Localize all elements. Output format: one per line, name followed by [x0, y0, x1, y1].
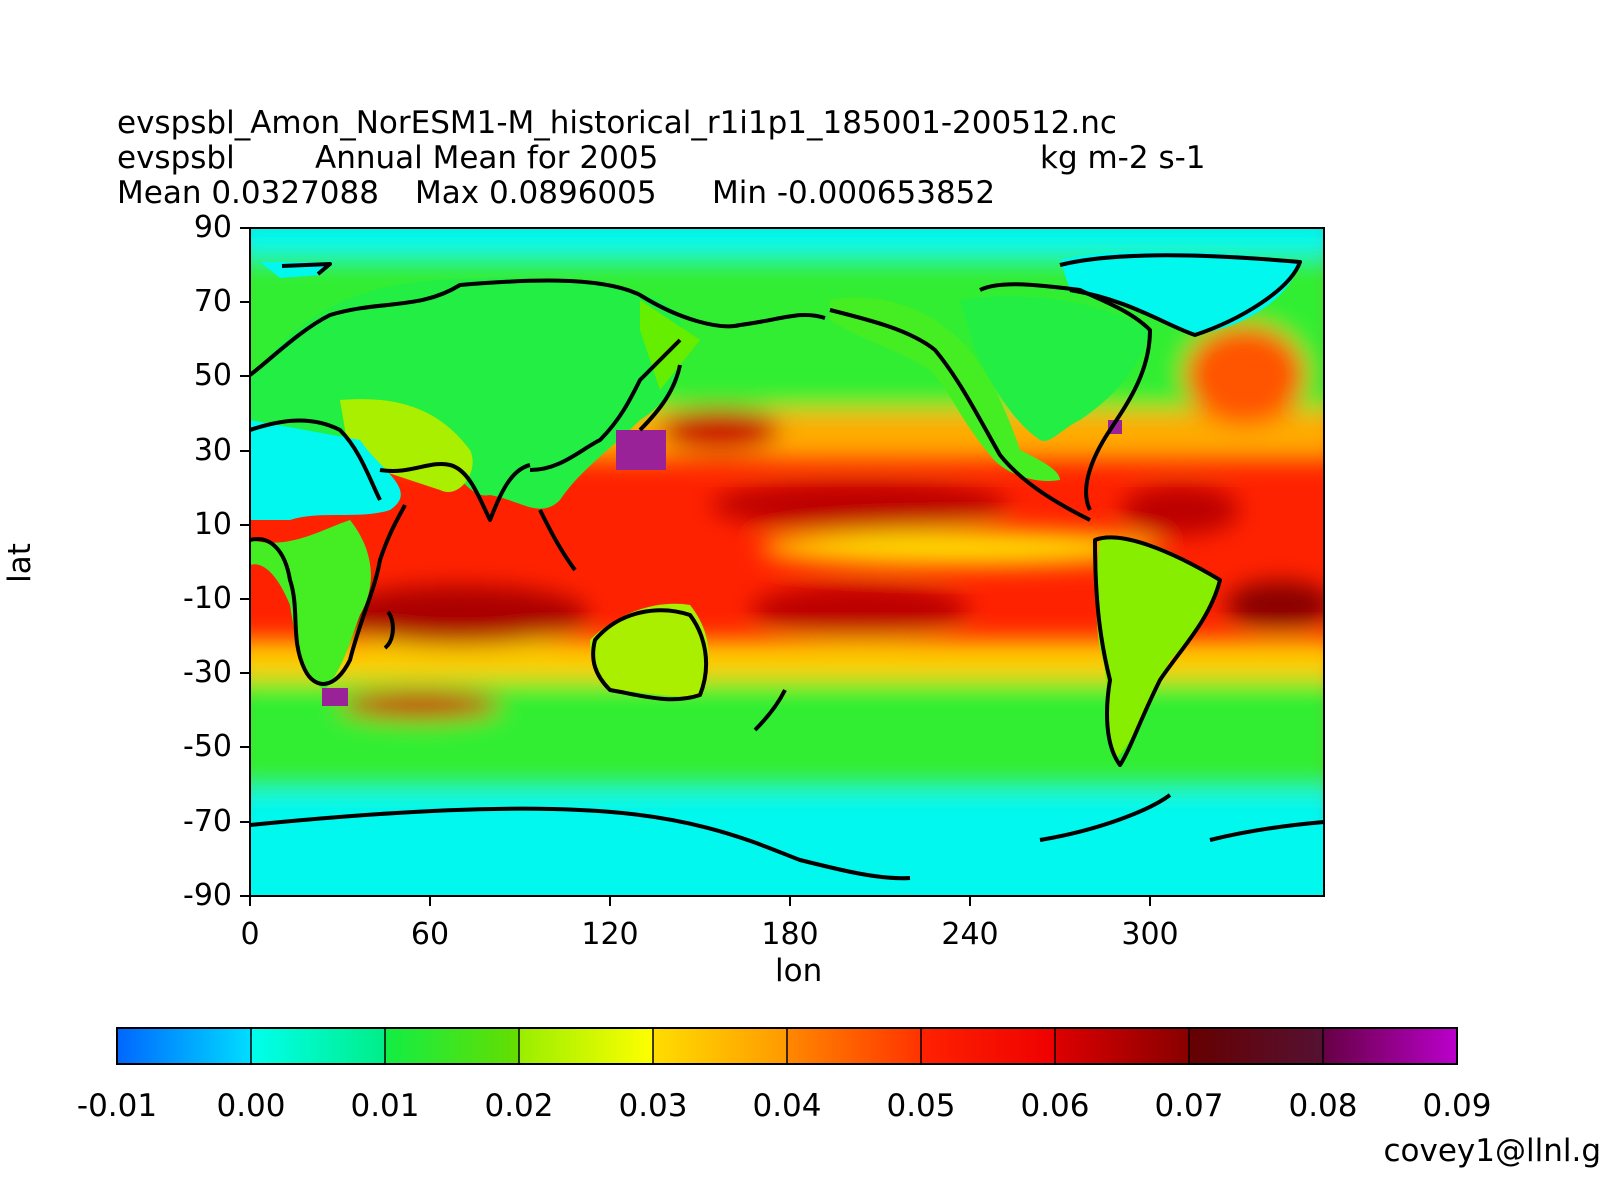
colorbar-label: 0.00: [216, 1088, 286, 1124]
y-tick-label: -50: [183, 729, 232, 764]
min-stat: Min -0.000653852: [712, 175, 996, 211]
x-tick-marks: [249, 896, 1151, 906]
author-credit: covey1@llnl.g: [1383, 1133, 1601, 1169]
x-tick-label: 120: [581, 917, 639, 952]
y-tick-label: 90: [193, 210, 232, 245]
x-tick-label: 60: [410, 917, 450, 952]
units: kg m-2 s-1: [1040, 140, 1206, 176]
colorbar-label: 0.03: [618, 1088, 688, 1124]
y-tick-label: 10: [193, 507, 232, 542]
y-tick-marks: [240, 227, 250, 897]
y-tick-label: -10: [183, 581, 232, 616]
colorbar-label: 0.05: [886, 1088, 956, 1124]
y-tick-label: 50: [193, 358, 232, 393]
y-tick-label: -70: [183, 804, 232, 839]
colorbar-label: 0.06: [1020, 1088, 1090, 1124]
max-stat: Max 0.0896005: [415, 175, 657, 211]
agulhas-max: [322, 688, 348, 706]
y-tick-label: 70: [193, 284, 232, 319]
mean-stat: Mean 0.0327088: [117, 175, 379, 211]
colorbar-label: -0.01: [76, 1088, 158, 1124]
colorbar-label: 0.08: [1288, 1088, 1358, 1124]
y-axis-label: lat: [1, 543, 38, 583]
kuroshio-max: [616, 430, 666, 470]
colorbar-label: 0.07: [1154, 1088, 1224, 1124]
x-tick-label: 240: [941, 917, 999, 952]
evaporation-field: [250, 228, 1324, 896]
x-axis-label: lon: [775, 953, 823, 989]
x-tick-label: 300: [1121, 917, 1179, 952]
colorbar-label: 0.04: [752, 1088, 822, 1124]
colorbar-label: 0.01: [350, 1088, 420, 1124]
colorbar-label: 0.09: [1422, 1088, 1492, 1124]
file-title: evspsbl_Amon_NorESM1-M_historical_r1i1p1…: [117, 105, 1117, 141]
colorbar-label: 0.02: [484, 1088, 554, 1124]
coastlines: [250, 253, 1324, 881]
y-tick-label: -30: [183, 655, 232, 690]
y-tick-label: 30: [193, 433, 232, 468]
colorbar: [116, 1027, 1458, 1065]
x-tick-label: 0: [240, 917, 260, 952]
plot-frame: [249, 227, 1325, 897]
variable-name: evspsbl: [117, 140, 235, 176]
mean-description: Annual Mean for 2005: [315, 140, 659, 176]
x-tick-label: 180: [761, 917, 819, 952]
y-tick-label: -90: [183, 878, 232, 913]
